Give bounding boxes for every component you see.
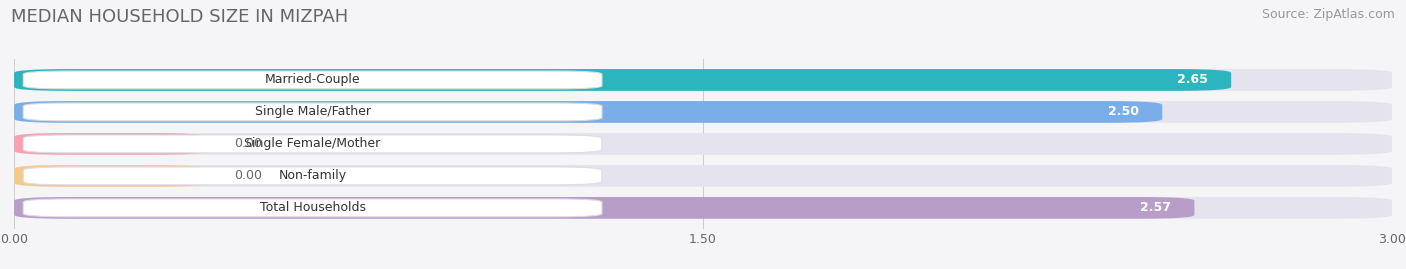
Text: Source: ZipAtlas.com: Source: ZipAtlas.com [1261,8,1395,21]
FancyBboxPatch shape [14,165,1392,187]
FancyBboxPatch shape [24,135,602,153]
Text: Married-Couple: Married-Couple [264,73,360,86]
FancyBboxPatch shape [14,133,1392,155]
Text: Single Female/Mother: Single Female/Mother [245,137,381,150]
FancyBboxPatch shape [14,133,207,155]
FancyBboxPatch shape [14,101,1392,123]
Text: 2.65: 2.65 [1177,73,1208,86]
Text: 2.57: 2.57 [1140,201,1171,214]
FancyBboxPatch shape [14,197,1392,219]
FancyBboxPatch shape [14,69,1232,91]
FancyBboxPatch shape [14,69,1392,91]
FancyBboxPatch shape [24,167,602,185]
FancyBboxPatch shape [14,101,1163,123]
Text: Single Male/Father: Single Male/Father [254,105,371,118]
Text: 0.00: 0.00 [235,137,263,150]
FancyBboxPatch shape [14,165,207,187]
FancyBboxPatch shape [24,199,602,217]
Text: 0.00: 0.00 [235,169,263,182]
FancyBboxPatch shape [14,197,1195,219]
Text: Non-family: Non-family [278,169,347,182]
Text: MEDIAN HOUSEHOLD SIZE IN MIZPAH: MEDIAN HOUSEHOLD SIZE IN MIZPAH [11,8,349,26]
Text: 2.50: 2.50 [1108,105,1139,118]
Text: Total Households: Total Households [260,201,366,214]
FancyBboxPatch shape [24,71,602,89]
FancyBboxPatch shape [24,103,602,121]
